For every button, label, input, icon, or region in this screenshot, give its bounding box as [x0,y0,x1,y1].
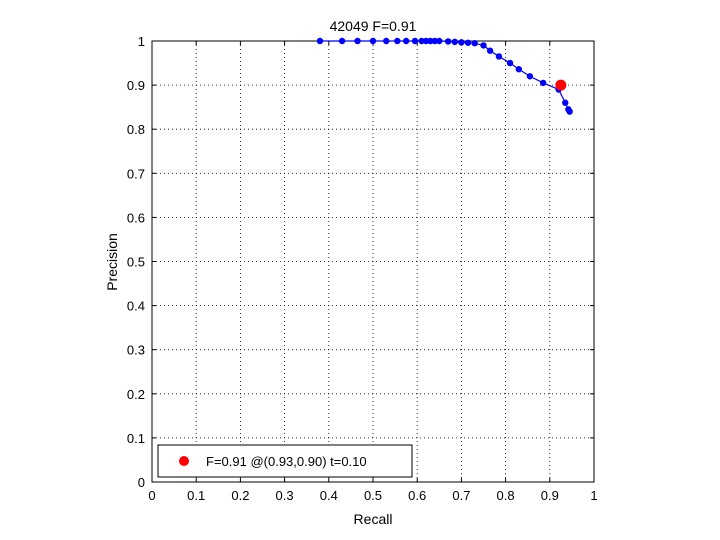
pr-curve-point [427,37,434,45]
pr-curve-point [562,99,569,106]
best-f-point [555,79,567,91]
pr-curve-point [515,66,523,73]
pr-curve-point [495,53,503,60]
y-tick-label: 0 [138,475,145,490]
y-tick-label: 0.6 [127,210,145,225]
x-tick-label: 0 [148,488,155,503]
data-series [316,37,573,115]
x-tick-label: 0.8 [497,488,515,503]
pr-curve-point [464,39,472,46]
pr-curve-point [539,79,547,87]
legend: F=0.91 @(0.93,0.90) t=0.10 [157,444,413,478]
pr-curve-point [526,73,534,80]
x-tick-label: 1 [590,488,597,503]
y-axis-label: Precision [104,233,120,291]
x-tick-label: 0.1 [187,488,205,503]
x-tick-label: 0.6 [408,488,426,503]
x-tick-label: 0.9 [541,488,559,503]
legend-marker [179,456,189,466]
pr-curve-point [316,37,324,45]
y-tick-label: 0.1 [127,431,145,446]
x-tick-label: 0.7 [452,488,470,503]
y-tick-label: 0.9 [127,78,145,93]
x-tick-label: 0.4 [320,488,338,503]
pr-curve-point [394,37,401,45]
pr-curve-point [338,37,346,45]
legend-entry: F=0.91 @(0.93,0.90) t=0.10 [206,454,367,469]
grid [152,41,594,482]
pr-curve-point [422,37,430,45]
pr-curve-point [383,37,390,45]
pr-curve-point [431,37,439,45]
pr-curve-point [506,59,514,67]
pr-curve-point [436,37,443,45]
y-tick-label: 0.8 [127,122,145,137]
pr-curve-point [402,37,410,45]
y-tick-label: 0.2 [127,387,145,402]
x-axis-label: Recall [354,511,393,527]
pr-curve-point [354,37,361,45]
pr-curve-point [411,37,419,45]
x-tick-label: 0.2 [231,488,249,503]
pr-curve-point [458,39,465,46]
y-tick-label: 0.3 [127,343,145,358]
pr-curve-point [566,108,573,115]
x-tick-label: 0.5 [364,488,382,503]
pr-curve-point [444,38,452,45]
y-tick-label: 0.4 [127,299,145,314]
x-tick-label: 0.3 [276,488,294,503]
chart-title: 42049 F=0.91 [330,18,417,34]
legend-box [157,444,413,478]
y-tick-label: 1 [138,34,145,49]
pr-curve-point [486,47,494,54]
pr-curve-point [471,40,478,47]
pr-curve-point [451,38,458,46]
y-tick-label: 0.7 [127,166,145,181]
y-tick-label: 0.5 [127,255,145,270]
pr-curve-point [369,37,377,45]
pr-curve-point [480,42,487,49]
pr-curve-point [418,37,425,45]
axis-ticks: 0 0.1 0.2 0.3 0.4 0.5 0.6 0.7 0.8 0.9 1 0 0.1 0.2 0.3 0… [127,34,598,503]
